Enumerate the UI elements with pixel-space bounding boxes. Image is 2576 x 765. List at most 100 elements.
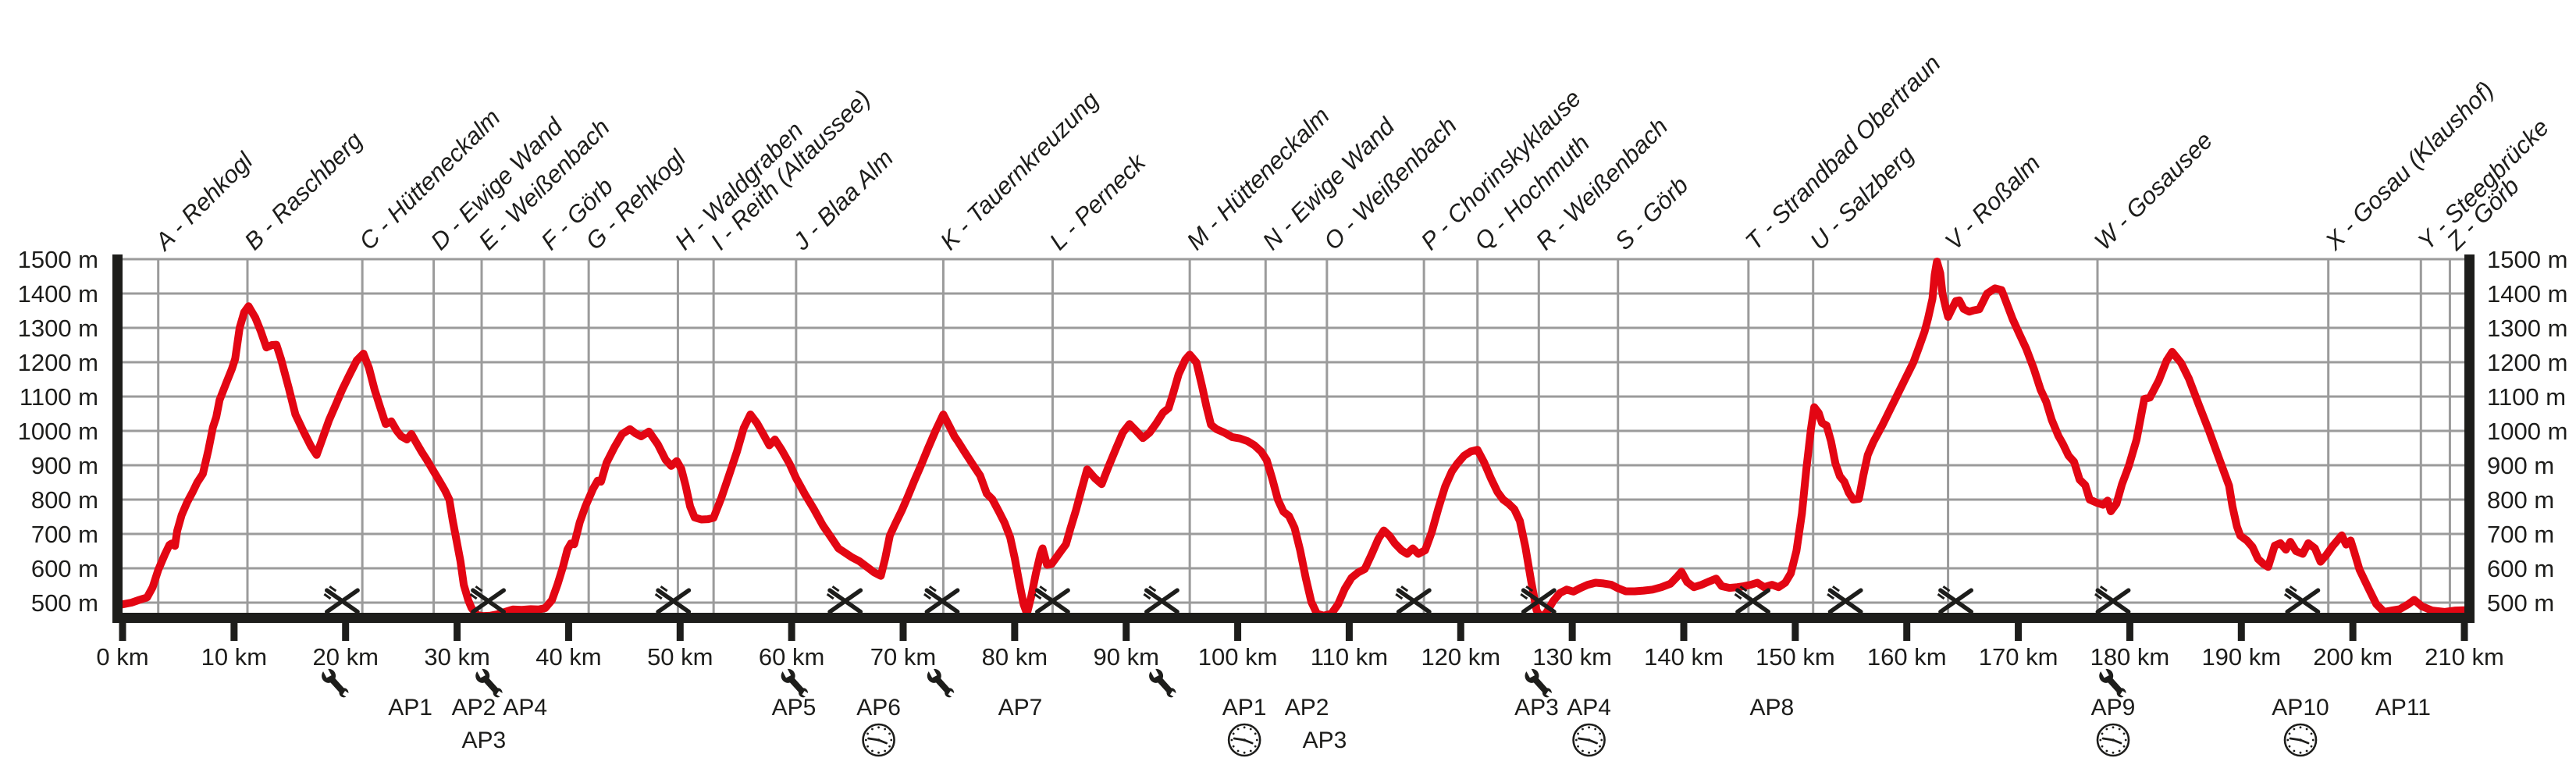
km-tick <box>2237 622 2245 641</box>
elevation-label-right: 500 m <box>2487 589 2554 617</box>
aid-station-label: AP11 <box>2375 695 2431 721</box>
elevation-label-left: 1400 m <box>18 280 98 308</box>
elevation-label-right: 1100 m <box>2487 383 2566 411</box>
km-tick <box>1011 622 1019 641</box>
restaurant-icon <box>1937 585 1973 614</box>
elevation-label-right: 1200 m <box>2487 349 2567 376</box>
km-tick <box>1791 622 1799 641</box>
wrench-icon <box>1148 665 1179 699</box>
restaurant-icon <box>1520 585 1557 614</box>
aid-station-label: AP2 <box>452 695 496 721</box>
clock-icon <box>2096 723 2130 757</box>
elevation-label-left: 700 m <box>31 521 98 548</box>
aid-station-label: AP7 <box>998 695 1043 721</box>
km-tick-label: 50 km <box>647 643 713 671</box>
aid-station-label: AP1 <box>1222 695 1267 721</box>
restaurant-icon <box>2094 585 2131 614</box>
elevation-label-right: 1400 m <box>2487 280 2567 308</box>
km-tick-label: 120 km <box>1421 643 1500 671</box>
elevation-label-right: 1000 m <box>2487 418 2567 445</box>
clock-icon <box>862 723 895 757</box>
km-tick <box>454 622 461 641</box>
km-tick <box>676 622 684 641</box>
restaurant-icon <box>469 585 506 614</box>
km-tick-label: 40 km <box>535 643 601 671</box>
elevation-label-left: 1000 m <box>18 418 98 445</box>
km-tick <box>1680 622 1688 641</box>
x-axis-baseline <box>112 613 2475 623</box>
elevation-label-right: 600 m <box>2487 555 2554 582</box>
km-tick <box>1903 622 1911 641</box>
elevation-label-right: 1500 m <box>2487 246 2567 273</box>
wrench-icon <box>2099 665 2129 699</box>
aid-station-label: AP9 <box>2091 695 2136 721</box>
km-tick <box>1123 622 1130 641</box>
km-tick <box>2126 622 2133 641</box>
elevation-label-left: 500 m <box>31 589 98 617</box>
clock-icon <box>1227 723 1261 757</box>
km-tick <box>1234 622 1242 641</box>
km-tick-label: 200 km <box>2313 643 2393 671</box>
km-tick-label: 60 km <box>759 643 824 671</box>
aid-station-label: AP8 <box>1749 695 1794 721</box>
restaurant-icon <box>1034 585 1070 614</box>
aid-station-label: AP3 <box>1514 695 1559 721</box>
aid-station-label: AP6 <box>856 695 901 721</box>
km-tick-label: 210 km <box>2425 643 2504 671</box>
elevation-label-right: 800 m <box>2487 486 2554 514</box>
km-tick-label: 100 km <box>1198 643 1278 671</box>
km-tick-label: 170 km <box>1979 643 2058 671</box>
restaurant-icon <box>826 585 863 614</box>
restaurant-icon <box>1827 585 1863 614</box>
elevation-label-left: 900 m <box>31 452 98 479</box>
km-tick-label: 190 km <box>2201 643 2281 671</box>
aid-station-label: AP4 <box>503 695 547 721</box>
restaurant-icon <box>654 585 692 614</box>
elevation-label-left: 1500 m <box>18 246 98 273</box>
km-tick <box>2460 622 2468 641</box>
km-tick <box>2015 622 2023 641</box>
elevation-profile-line <box>119 258 2468 622</box>
elevation-label-left: 1300 m <box>18 315 98 342</box>
km-tick <box>119 622 126 641</box>
aid-station-label: AP5 <box>772 695 817 721</box>
km-tick <box>899 622 907 641</box>
elevation-label-left: 800 m <box>31 486 98 514</box>
elevation-label-left: 600 m <box>31 555 98 582</box>
km-tick <box>788 622 795 641</box>
aid-station-label: AP2 <box>1285 695 1329 721</box>
km-tick <box>1568 622 1576 641</box>
wrench-icon <box>475 665 506 699</box>
elevation-label-right: 700 m <box>2487 521 2554 548</box>
km-tick <box>1457 622 1464 641</box>
elevation-label-left: 1200 m <box>18 349 98 376</box>
km-tick <box>230 622 238 641</box>
km-tick <box>564 622 572 641</box>
km-tick <box>1345 622 1353 641</box>
restaurant-icon <box>1395 585 1432 614</box>
restaurant-icon <box>923 585 960 614</box>
km-tick-label: 10 km <box>201 643 267 671</box>
restaurant-icon <box>323 585 360 614</box>
elevation-label-right: 1300 m <box>2487 315 2567 342</box>
aid-station-label: AP3 <box>1303 728 1347 753</box>
restaurant-icon <box>1734 585 1770 614</box>
wrench-icon <box>321 665 352 699</box>
km-tick-label: 180 km <box>2090 643 2170 671</box>
km-tick-label: 140 km <box>1644 643 1724 671</box>
km-tick-label: 70 km <box>870 643 936 671</box>
km-tick-label: 150 km <box>1756 643 1835 671</box>
restaurant-icon <box>1143 585 1179 614</box>
wrench-icon <box>927 665 958 699</box>
km-tick-label: 130 km <box>1532 643 1612 671</box>
elevation-label-right: 900 m <box>2487 452 2554 479</box>
clock-icon <box>1572 723 1606 757</box>
km-tick-label: 0 km <box>96 643 148 671</box>
aid-station-label: AP10 <box>2272 695 2329 721</box>
km-tick <box>2349 622 2357 641</box>
wrench-icon <box>1525 665 1555 699</box>
km-tick <box>342 622 350 641</box>
